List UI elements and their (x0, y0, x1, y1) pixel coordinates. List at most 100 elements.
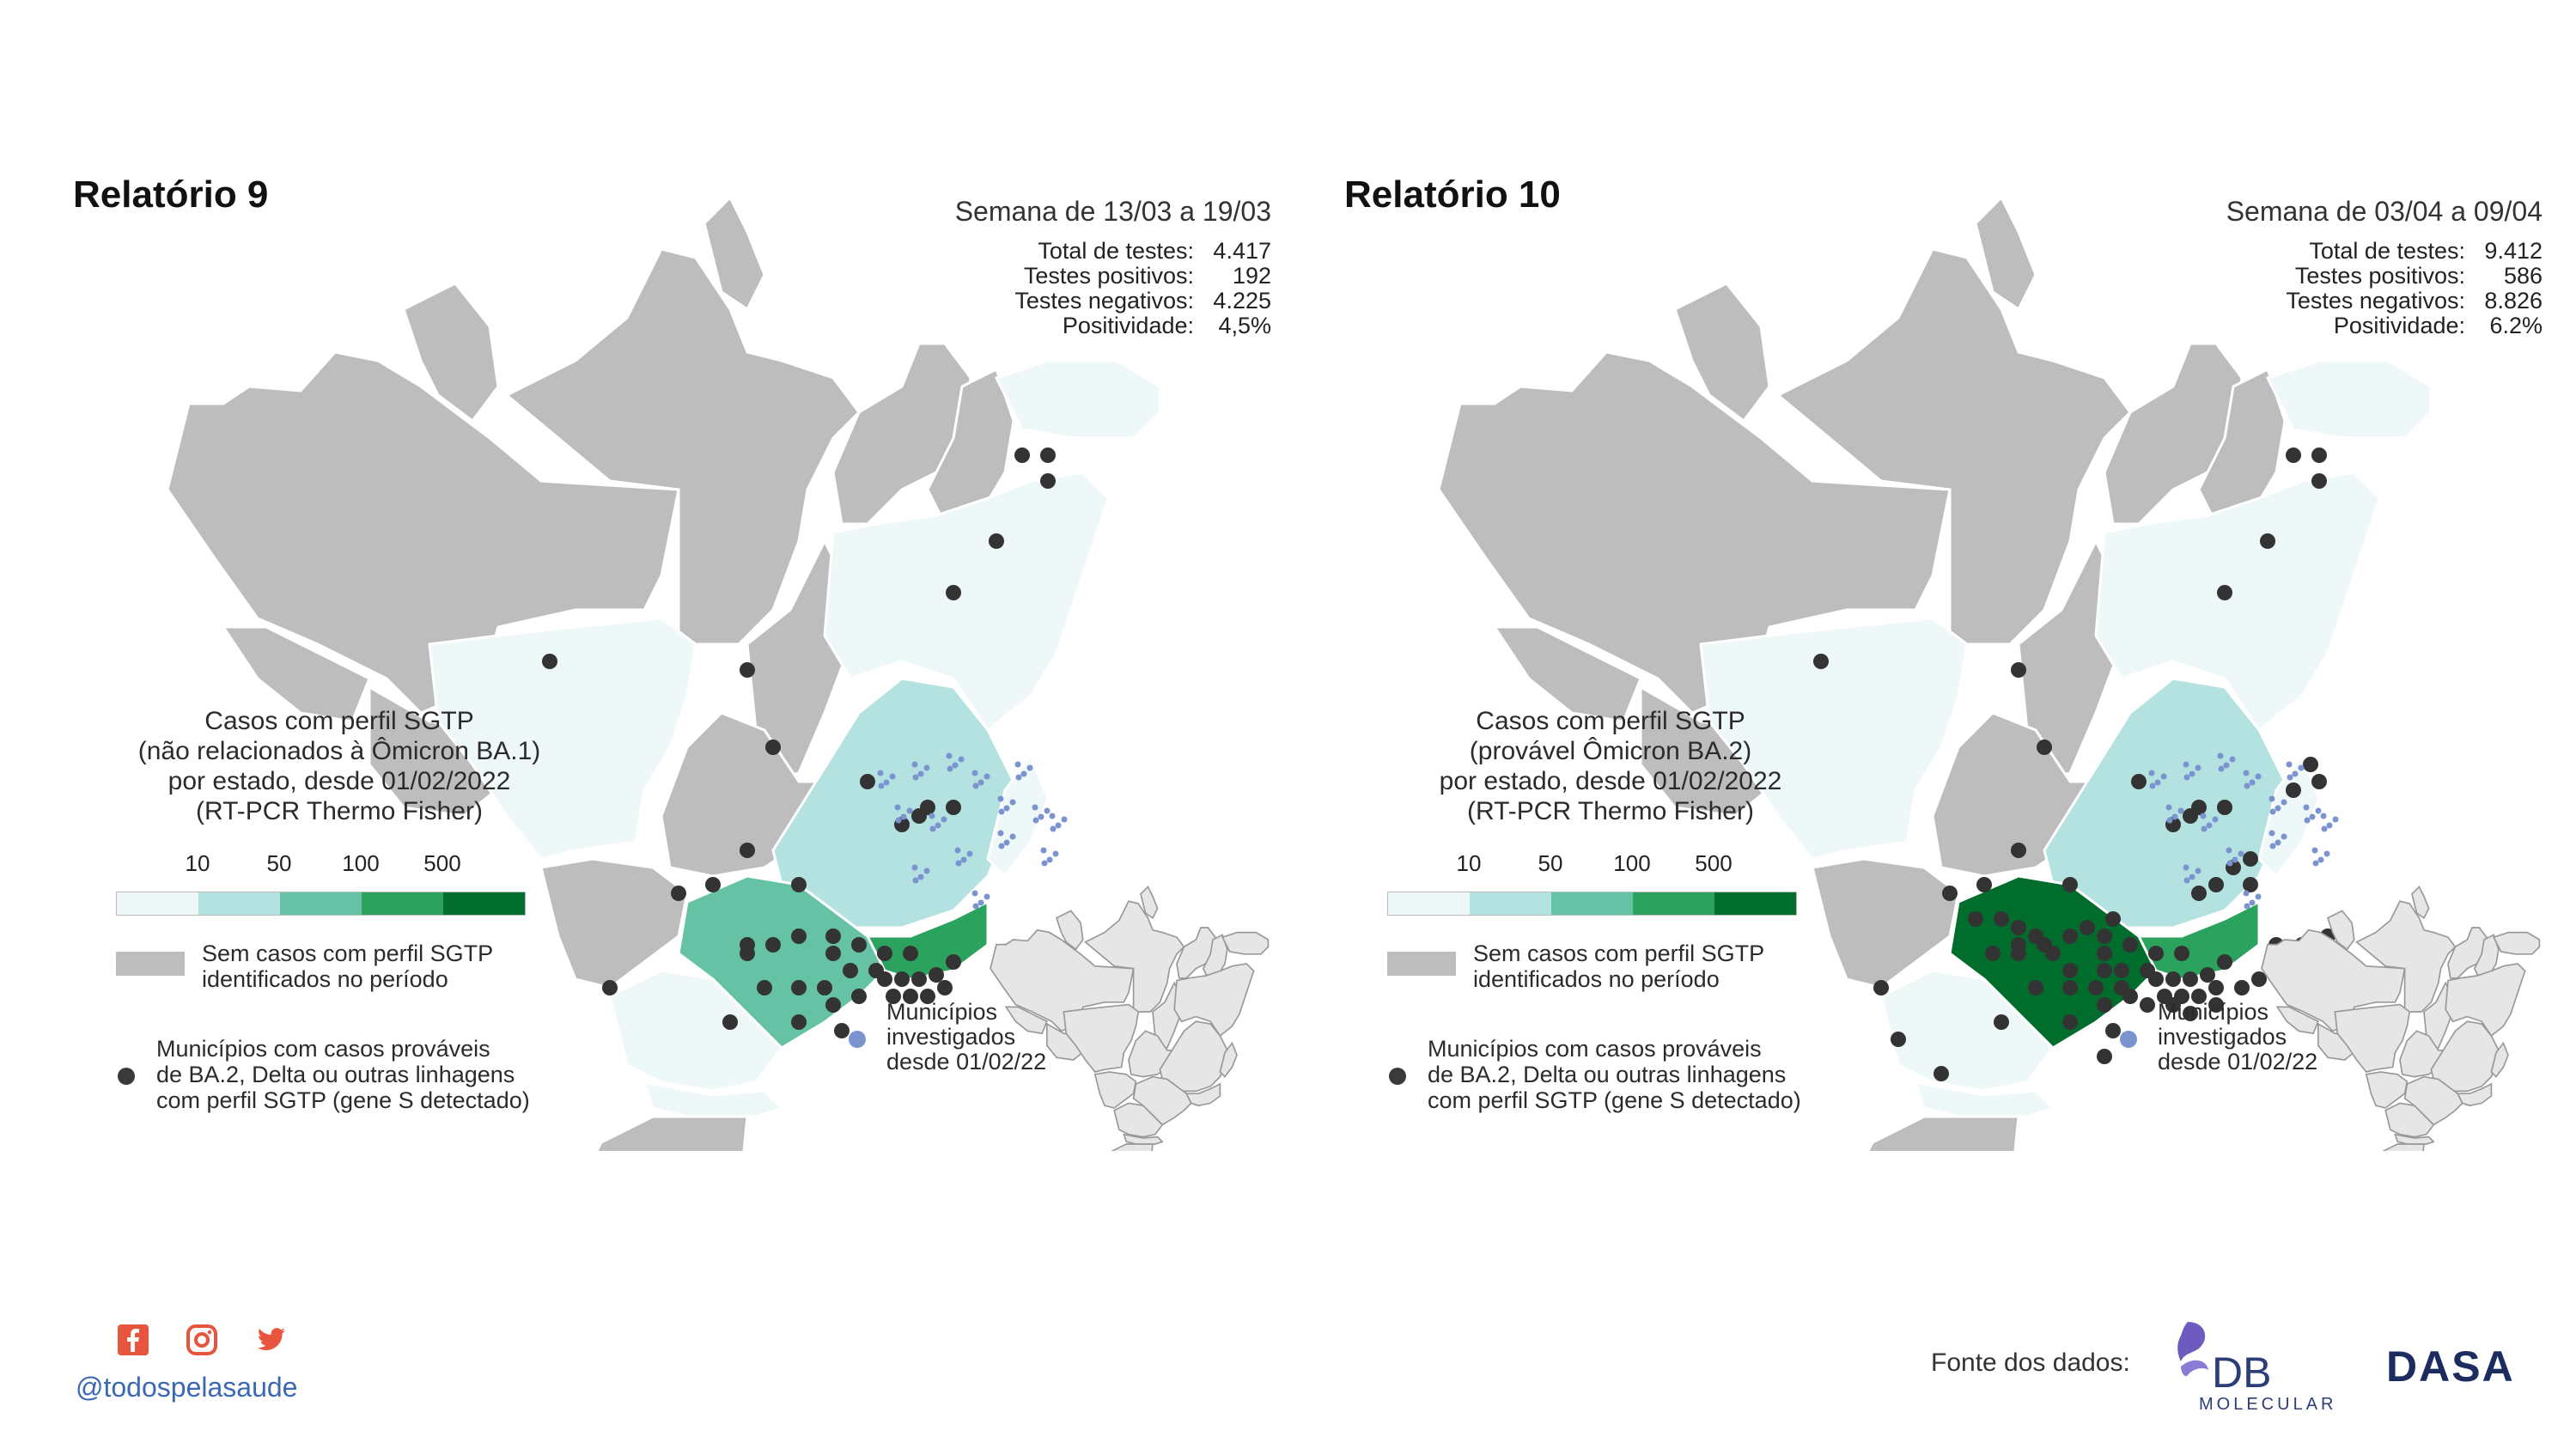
municipality-dot (2174, 946, 2189, 961)
investigated-dot (2243, 770, 2250, 776)
investigated-dot (911, 761, 918, 768)
investigated-dot (946, 752, 953, 759)
investigated-dot (2212, 816, 2219, 823)
municipality-dot (2011, 662, 2026, 678)
no-cases-label: Sem casos com perfil SGTP identificados n… (1473, 941, 1765, 992)
investigated-dot (2189, 770, 2195, 777)
municipality-dot (1891, 1032, 1906, 1047)
municipality-dot (1976, 877, 1992, 892)
inset-state (1221, 931, 1270, 955)
municipality-dot (1934, 1066, 1949, 1081)
investigated-dot (2160, 773, 2167, 780)
investigated-dot (952, 762, 959, 769)
municipality-dot (877, 946, 892, 961)
municipality-dot (740, 662, 755, 678)
investigated-dot (998, 843, 1005, 849)
investigated-dot (955, 860, 962, 867)
municipality-dot (2311, 473, 2327, 489)
stat-value: 4,5% (1218, 313, 1271, 338)
investigated-dot (2287, 774, 2293, 781)
social-links (116, 1323, 288, 1357)
investigated-dot (2232, 856, 2238, 863)
municipality-dot (903, 989, 918, 1004)
investigated-dot (2183, 864, 2189, 871)
inset-state (1093, 1071, 1137, 1109)
municipality-dot (2105, 911, 2121, 927)
state-rs (1867, 1115, 2020, 1151)
investigated-dot (1026, 764, 1033, 771)
legend-tick: 100 (1613, 850, 1651, 876)
investigated-dot (2171, 813, 2178, 820)
municipality-dot (2217, 585, 2232, 600)
investigated-dot (2148, 770, 2155, 776)
municipality-dot (2062, 980, 2078, 995)
stat-label: Positividade: (1062, 313, 1194, 338)
stat-label: Testes positivos: (2294, 263, 2465, 289)
investigated-dot (2218, 765, 2225, 772)
logo-db-text: DB (2212, 1349, 2271, 1397)
investigated-dot (1046, 856, 1053, 863)
social-handle[interactable]: @todospelasaude (76, 1372, 298, 1403)
investigated-dot (2268, 830, 2275, 837)
municipality-dot (602, 980, 618, 995)
municipality-dot (1040, 473, 1056, 489)
municipality-dot (2251, 971, 2267, 987)
report-panel-9: Relatório 9 Semana de 13/03 a 19/03 Tota… (52, 163, 1306, 1151)
legend-title-line: por estado, desde 01/02/2022 (167, 767, 511, 795)
investigated-dot (917, 770, 924, 777)
municipality-dot (2080, 920, 2095, 935)
municipality-dot (791, 1014, 807, 1030)
investigated-dot (2200, 813, 2207, 819)
instagram-icon[interactable] (185, 1323, 219, 1357)
stat-value: 4.225 (1213, 288, 1271, 314)
municipality-dot (2183, 971, 2198, 987)
legend-tick: 10 (1456, 850, 1482, 876)
municipality-dot (2191, 800, 2207, 815)
legend-title-line: (RT-PCR Thermo Fisher) (196, 797, 483, 825)
investigated-dot (1003, 839, 1010, 846)
week-label: Semana de 13/03 a 19/03 (954, 196, 1271, 227)
municipality-dot (2208, 997, 2224, 1013)
municipality-dot (2028, 928, 2043, 944)
municipality-dot (2200, 967, 2215, 983)
municipality-dot (894, 971, 910, 987)
municipality-dot (2286, 447, 2301, 463)
municipality-dot (2011, 946, 2026, 961)
investigated-dot (912, 877, 919, 884)
municipality-dot (877, 971, 892, 987)
municipality-dot (705, 877, 721, 892)
municipality-dot (825, 946, 841, 961)
investigated-dot (1014, 761, 1021, 768)
twitter-icon[interactable] (253, 1323, 288, 1357)
investigated-dot (2249, 899, 2256, 906)
inset-state (2445, 963, 2526, 1038)
facebook-icon[interactable] (116, 1323, 150, 1357)
investigated-dot (2238, 850, 2244, 857)
municipality-dot (1985, 946, 2001, 961)
investigated-dot (2321, 825, 2328, 832)
investigated-dot (895, 817, 902, 824)
municipality-dot (911, 971, 927, 987)
investigated-dot (923, 868, 930, 874)
investigated-dot (941, 816, 947, 823)
inset-state (2275, 1006, 2319, 1035)
municipality-dot (2131, 774, 2147, 789)
investigated-dot (2195, 868, 2201, 874)
investigated-dot (2177, 807, 2184, 814)
investigated-dot (2195, 764, 2201, 771)
state-ac (1492, 625, 1642, 723)
investigated-dot (1055, 822, 1062, 829)
investigated-dot (2226, 847, 2232, 854)
municipality-dot (2088, 980, 2104, 995)
legend-title-line: Casos com perfil SGTP (204, 707, 474, 735)
investigated-label: Municípios investigados desde 01/02/22 (2158, 999, 2318, 1075)
inset-state (1184, 1082, 1221, 1107)
dasa-logo: DASA (2386, 1340, 2524, 1396)
municipality-dot (2183, 1006, 2198, 1021)
investigated-dot (923, 764, 930, 771)
municipality-dot (860, 774, 875, 789)
legend-title-line: por estado, desde 01/02/2022 (1439, 767, 1782, 795)
color-scale-bar (1387, 892, 1797, 916)
municipality-dot (2148, 946, 2164, 961)
investigated-dot (2243, 890, 2250, 897)
